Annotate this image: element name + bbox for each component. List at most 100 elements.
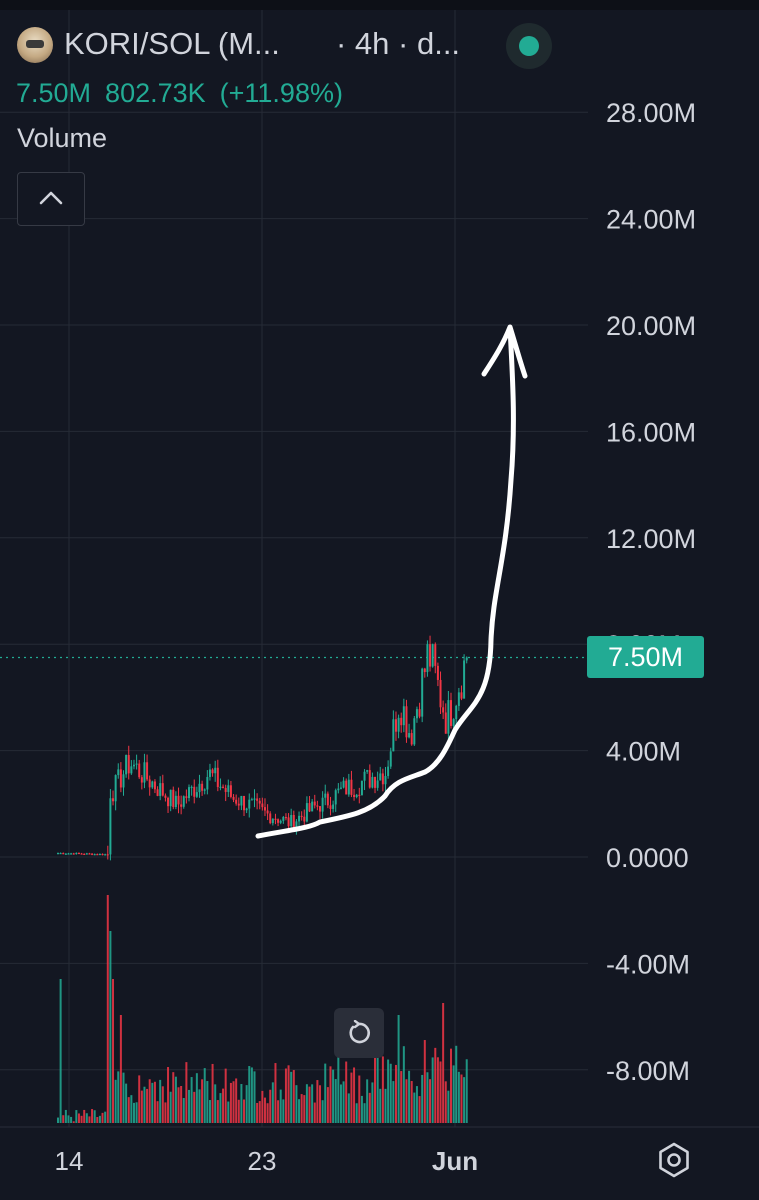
- candle-body: [80, 853, 83, 855]
- candle-body: [211, 769, 214, 774]
- volume-bar: [298, 1099, 301, 1123]
- candle-body: [201, 783, 204, 791]
- volume-bar: [167, 1067, 170, 1123]
- interval-label[interactable]: · 4h · d...: [336, 26, 461, 61]
- candle-body: [203, 789, 206, 791]
- volume-bar: [277, 1100, 280, 1123]
- y-tick-label: 16.00M: [606, 417, 696, 447]
- volume-bar: [237, 1099, 240, 1123]
- volume-bar: [452, 1065, 455, 1123]
- candle-body: [67, 853, 70, 855]
- volume-bar: [174, 1076, 177, 1123]
- candle-layer: [57, 635, 468, 861]
- volume-bar: [172, 1072, 175, 1123]
- settings-button[interactable]: [654, 1140, 694, 1180]
- volume-bar: [106, 895, 109, 1123]
- volume-bar: [222, 1088, 225, 1123]
- candle-body: [284, 817, 287, 819]
- volume-bar: [455, 1045, 458, 1123]
- candle-body: [305, 803, 308, 822]
- candle-body: [96, 854, 99, 856]
- candle-body: [243, 795, 246, 811]
- volume-bar: [250, 1067, 253, 1123]
- candle-body: [463, 660, 466, 699]
- volume-bar: [439, 1061, 442, 1123]
- volume-bar: [80, 1115, 83, 1123]
- indicator-label[interactable]: Volume: [17, 123, 108, 153]
- candle-body: [418, 709, 421, 717]
- volume-bar: [347, 1093, 350, 1123]
- candle-body: [214, 767, 217, 774]
- candle-body: [75, 852, 78, 855]
- candle-body: [106, 854, 109, 856]
- candle-body: [172, 789, 175, 808]
- volume-bar: [374, 1053, 377, 1123]
- volume-bar: [62, 1115, 65, 1123]
- volume-bar: [326, 1087, 329, 1123]
- candle-body: [240, 795, 243, 806]
- candle-body: [237, 803, 240, 806]
- volume-bar: [248, 1066, 251, 1123]
- volume-bar: [284, 1068, 287, 1123]
- candle-body: [98, 853, 101, 856]
- candle-body: [269, 813, 272, 824]
- volume-bar: [112, 979, 115, 1123]
- reset-chart-button[interactable]: [334, 1008, 384, 1058]
- volume-bar: [332, 1069, 335, 1123]
- candle-body: [159, 783, 162, 796]
- volume-bar: [295, 1085, 298, 1123]
- volume-bar: [216, 1100, 219, 1123]
- volume-bar: [164, 1102, 167, 1123]
- candle-body: [138, 763, 141, 778]
- collapse-button[interactable]: [17, 172, 85, 226]
- candle-body: [59, 852, 62, 855]
- candle-body: [206, 776, 209, 790]
- candle-body: [332, 804, 335, 809]
- candle-body: [319, 806, 321, 812]
- candle-body: [190, 786, 193, 789]
- candle-body: [366, 770, 369, 772]
- volume-bar: [227, 1101, 230, 1123]
- candle-body: [387, 766, 390, 776]
- volume-bar: [232, 1081, 235, 1123]
- candle-body: [104, 854, 107, 856]
- volume-bar: [214, 1084, 217, 1123]
- volume-bar: [387, 1059, 390, 1123]
- volume-bar: [426, 1072, 429, 1123]
- volume-bar: [308, 1086, 311, 1123]
- volume-bar: [324, 1063, 327, 1123]
- candle-body: [216, 767, 219, 788]
- avatar-face: [26, 40, 44, 48]
- volume-bar: [88, 1116, 91, 1123]
- volume-bar: [188, 1089, 190, 1123]
- x-tick-label: Jun: [432, 1146, 478, 1176]
- reset-icon: [349, 1020, 371, 1044]
- grid-layer: [0, 10, 759, 1128]
- volume-bar: [258, 1101, 261, 1123]
- volume-bar: [104, 1111, 107, 1123]
- volume-bar: [201, 1079, 204, 1123]
- volume-bar: [337, 1039, 340, 1123]
- candle-body: [88, 853, 91, 855]
- volume-bar: [59, 979, 62, 1123]
- candle-body: [444, 712, 447, 734]
- candle-body: [250, 799, 253, 801]
- volume-bar: [180, 1085, 183, 1123]
- candle-body: [156, 789, 159, 796]
- candle-body: [392, 719, 395, 752]
- candle-body: [402, 706, 405, 726]
- candle-body: [292, 814, 295, 829]
- volume-bar: [329, 1066, 332, 1123]
- candle-body: [421, 668, 424, 717]
- volume-bar: [321, 1100, 324, 1123]
- candle-body: [308, 803, 311, 812]
- symbol-title[interactable]: KORI/SOL (M...: [64, 26, 280, 61]
- candle-body: [101, 853, 104, 856]
- candle-body: [64, 853, 67, 855]
- candle-body: [426, 644, 429, 673]
- volume-bar: [436, 1057, 439, 1123]
- candle-body: [127, 754, 130, 774]
- volume-bar: [57, 1117, 59, 1123]
- market-status[interactable]: [506, 23, 552, 69]
